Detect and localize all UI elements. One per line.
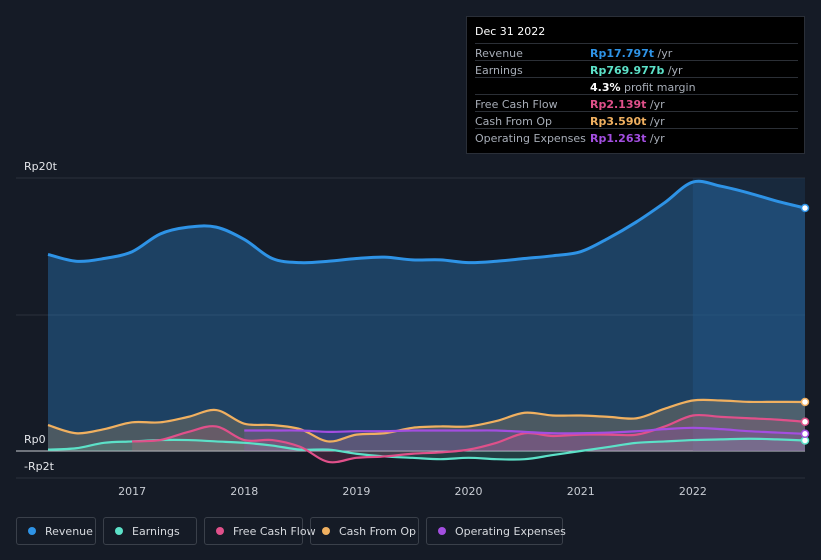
tooltip-value-number: Rp17.797t — [590, 47, 655, 60]
cash-from-op-endpoint — [800, 397, 810, 407]
legend-label: Operating Expenses — [455, 525, 566, 538]
legend-item-free-cash-flow[interactable]: Free Cash Flow — [204, 517, 316, 545]
revenue-line — [47, 179, 806, 265]
legend-item-cash-from-op[interactable]: Cash From Op — [310, 517, 419, 545]
tooltip-value-number: 4.3% — [590, 81, 621, 94]
revenue-area — [48, 181, 805, 451]
legend-dot-icon — [28, 527, 36, 535]
tooltip-value-unit: /yr — [646, 132, 665, 145]
x-tick-label: 2021 — [566, 485, 595, 498]
operating-expenses-line — [244, 426, 806, 435]
operating-expenses-endpoint — [800, 429, 810, 439]
cash-from-op-line — [47, 398, 806, 443]
tooltip-row-value: Rp2.139t /yr — [590, 98, 665, 111]
tooltip-row-value: Rp1.263t /yr — [590, 132, 665, 145]
y-tick-label-top: Rp20t — [24, 160, 57, 173]
x-tick-label: 2017 — [118, 485, 147, 498]
tooltip-row: Revenue Rp17.797t /yr — [475, 43, 798, 61]
tooltip-row-value: Rp3.590t /yr — [590, 115, 665, 128]
grid-lines — [16, 177, 805, 479]
legend-item-revenue[interactable]: Revenue — [16, 517, 96, 545]
x-tick-label: 2020 — [454, 485, 483, 498]
tooltip-row: Operating Expenses Rp1.263t /yr — [475, 128, 798, 146]
y-tick-label-zero: Rp0 — [24, 433, 46, 446]
tooltip-value-unit: /yr — [646, 98, 665, 111]
x-tick-label: 2018 — [230, 485, 259, 498]
tooltip-row-label: Revenue — [475, 47, 523, 60]
forecast-highlight-band — [692, 178, 805, 451]
tooltip-row-label: Cash From Op — [475, 115, 553, 128]
tooltip-row: 4.3% profit margin — [475, 77, 798, 95]
earnings-line — [47, 437, 806, 461]
legend-item-operating-expenses[interactable]: Operating Expenses — [426, 517, 566, 545]
data-tooltip: Dec 31 2022 Revenue Rp17.797t /yr Earnings… — [466, 16, 805, 154]
tooltip-row-value: Rp769.977b /yr — [590, 64, 683, 77]
tooltip-value-unit: profit margin — [620, 81, 696, 94]
tooltip-value-number: Rp3.590t — [590, 115, 647, 128]
series-endpoints — [800, 203, 810, 445]
revenue-endpoint — [800, 203, 810, 213]
tooltip-row-label: Operating Expenses — [475, 132, 586, 145]
free-cash-flow-line — [132, 413, 806, 464]
legend-label: Revenue — [45, 525, 93, 538]
legend-dot-icon — [216, 527, 224, 535]
tooltip-value-number: Rp2.139t — [590, 98, 647, 111]
y-tick-label-bottom: -Rp2t — [24, 460, 54, 473]
x-tick-label: 2019 — [342, 485, 371, 498]
tooltip-value-number: Rp769.977b — [590, 64, 665, 77]
tooltip-value-number: Rp1.263t — [590, 132, 647, 145]
legend-dot-icon — [438, 527, 446, 535]
tooltip-row-label: Free Cash Flow — [475, 98, 558, 111]
tooltip-row: Free Cash Flow Rp2.139t /yr — [475, 94, 798, 112]
tooltip-row-value: Rp17.797t /yr — [590, 47, 672, 60]
x-tick-label: 2022 — [678, 485, 707, 498]
tooltip-value-unit: /yr — [654, 47, 673, 60]
earnings-area — [48, 438, 805, 460]
legend-label: Cash From Op — [339, 525, 417, 538]
legend-label: Free Cash Flow — [233, 525, 316, 538]
tooltip-row: Earnings Rp769.977b /yr — [475, 60, 798, 78]
tooltip-value-unit: /yr — [646, 115, 665, 128]
legend-dot-icon — [115, 527, 123, 535]
series-lines — [47, 179, 806, 464]
tooltip-date: Dec 31 2022 — [475, 25, 546, 38]
legend-dot-icon — [322, 527, 330, 535]
legend-label: Earnings — [132, 525, 180, 538]
legend-item-earnings[interactable]: Earnings — [103, 517, 197, 545]
series-areas — [48, 181, 806, 463]
tooltip-row: Cash From Op Rp3.590t /yr — [475, 111, 798, 129]
tooltip-value-unit: /yr — [664, 64, 683, 77]
tooltip-row-label: Earnings — [475, 64, 523, 77]
free-cash-flow-endpoint — [800, 417, 810, 427]
tooltip-row-value: 4.3% profit margin — [590, 81, 696, 94]
